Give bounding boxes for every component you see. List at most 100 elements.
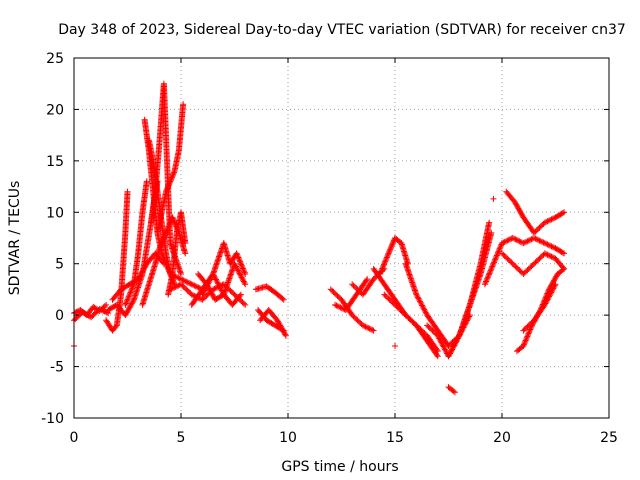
data-point-marker (509, 260, 516, 267)
data-point-marker (537, 238, 544, 245)
data-point-marker (129, 299, 136, 306)
data-point-marker (334, 303, 341, 310)
data-point-marker (233, 264, 240, 271)
y-tick-label: 10 (46, 205, 64, 221)
data-point-marker (126, 292, 133, 299)
data-point-marker (515, 237, 522, 244)
data-point-marker (186, 280, 193, 286)
data-point-marker (364, 276, 371, 283)
data-point-marker (451, 340, 458, 347)
data-point-marker (481, 281, 488, 288)
data-point-marker (515, 265, 522, 272)
series-track-26 (381, 291, 441, 360)
data-point-marker (453, 338, 460, 345)
data-point-marker (351, 314, 358, 321)
data-point-marker (544, 251, 551, 258)
data-point-marker (192, 283, 199, 290)
data-point-marker (182, 285, 189, 292)
data-point-marker (436, 336, 443, 343)
data-point-marker (517, 268, 524, 275)
data-point-marker (232, 263, 239, 270)
data-point-marker (424, 322, 431, 329)
data-point-marker (417, 299, 424, 306)
series-track-04 (103, 188, 131, 334)
data-point-marker (543, 240, 550, 247)
data-point-marker (494, 251, 501, 258)
data-point-marker (449, 345, 456, 352)
data-point-marker (169, 172, 176, 178)
data-point-marker (140, 265, 147, 272)
data-point-marker (386, 296, 393, 303)
data-point-marker (522, 337, 529, 344)
data-point-marker (278, 325, 285, 331)
data-point-marker (496, 245, 503, 252)
data-point-marker (173, 274, 180, 281)
data-point-marker (451, 342, 458, 349)
data-point-marker (549, 286, 556, 293)
data-point-marker (171, 169, 178, 176)
data-point-marker (499, 240, 505, 247)
data-point-marker (523, 268, 530, 275)
data-point-marker (409, 318, 416, 325)
data-point-marker (137, 272, 144, 279)
data-point-marker (547, 253, 554, 259)
data-point-marker (208, 290, 215, 297)
data-point-marker (359, 322, 366, 329)
data-point-marker (238, 262, 245, 269)
data-point-marker (503, 238, 510, 245)
data-point-marker (524, 238, 531, 245)
data-point-marker (397, 307, 404, 313)
data-point-marker (180, 277, 187, 284)
data-point-marker (520, 341, 527, 348)
data-point-marker (446, 350, 453, 357)
data-point-marker (547, 217, 554, 223)
data-point-marker (210, 292, 217, 299)
data-point-marker (507, 258, 514, 265)
data-point-marker (483, 277, 490, 284)
data-point-marker (394, 304, 401, 311)
data-point-marker (169, 173, 176, 180)
series-track-27 (392, 343, 398, 349)
data-point-marker (508, 259, 515, 266)
data-point-marker (379, 264, 386, 271)
data-points-layer (71, 80, 568, 396)
data-point-marker (516, 238, 523, 245)
data-point-marker (176, 281, 183, 288)
data-point-marker (549, 254, 556, 261)
data-point-marker (533, 227, 540, 234)
data-point-marker (439, 342, 446, 349)
data-point-marker (178, 276, 184, 283)
data-point-marker (388, 242, 395, 249)
x-tick-label: 20 (493, 430, 511, 446)
data-point-marker (233, 250, 240, 257)
data-point-marker (279, 295, 286, 302)
data-point-marker (493, 253, 500, 260)
data-point-marker (450, 343, 457, 350)
data-point-marker (167, 177, 174, 184)
data-point-marker (241, 279, 248, 286)
data-point-marker (138, 269, 145, 276)
data-point-marker (448, 347, 455, 354)
data-point-marker (531, 260, 538, 267)
data-point-marker (536, 255, 543, 262)
data-point-marker (559, 210, 566, 217)
data-point-marker (497, 242, 504, 249)
data-point-marker (164, 227, 171, 234)
data-point-marker (524, 323, 531, 330)
data-point-marker (207, 289, 214, 295)
data-point-marker (545, 252, 552, 259)
data-point-marker (180, 283, 187, 290)
data-point-marker (215, 281, 222, 288)
data-point-marker (517, 238, 524, 245)
data-point-marker (367, 326, 374, 333)
data-point-marker (539, 238, 546, 245)
data-point-marker (207, 275, 214, 282)
data-point-marker (537, 254, 544, 261)
x-tick-label: 5 (177, 430, 186, 446)
data-point-marker (561, 209, 568, 216)
data-point-marker (171, 218, 178, 225)
y-tick-label: 25 (46, 51, 64, 67)
data-point-marker (512, 263, 519, 270)
data-point-marker (548, 288, 555, 295)
